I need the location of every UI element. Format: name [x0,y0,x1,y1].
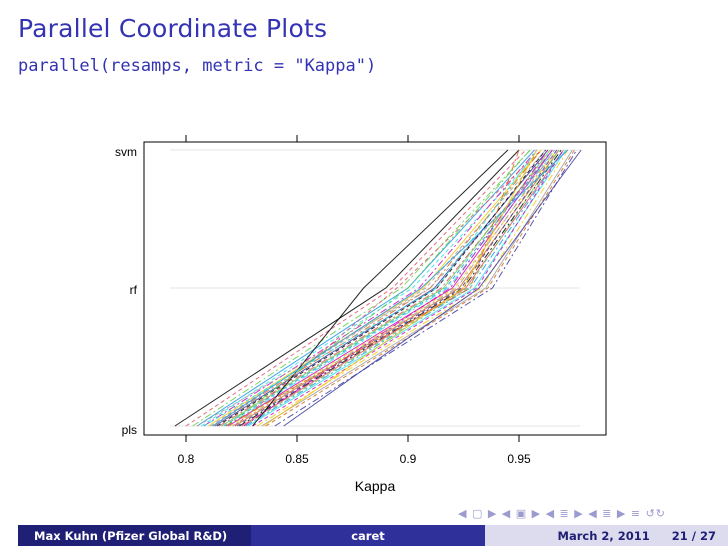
x-tick-label-0.85: 0.85 [285,452,309,466]
series-line-17 [230,149,558,427]
parallel-coordinate-chart: pls rf svm 0.8 0.85 0.9 0.95 Kappa [115,135,607,494]
series-line-37 [263,149,538,427]
series-line-19 [234,149,560,427]
series-line-9 [212,149,542,427]
code-line: parallel(resamps, metric = "Kappa") [18,56,377,76]
y-tick-label-rf: rf [130,283,138,297]
series-line-13 [221,149,551,427]
series-line-2 [185,149,527,427]
footer-date-block: March 2, 2011 21 / 27 [485,525,728,546]
footer-page-number: 21 / 27 [671,528,716,543]
series-line-39 [225,149,520,427]
series-line-1 [174,149,520,427]
series-line-32 [234,149,542,427]
series-line-23 [243,149,560,427]
series-line-26 [252,149,564,427]
series-line-25 [247,149,567,427]
series-line-40 [283,149,582,427]
footer-date: March 2, 2011 [557,528,650,543]
series-line-18 [232,149,555,427]
series-line-30 [274,149,578,427]
series-line-22 [241,149,564,427]
slide-title: Parallel Coordinate Plots [18,14,328,43]
plot-frame [143,141,607,436]
series-line-3 [192,149,531,427]
slide-footer: Max Kuhn (Pfizer Global R&D) caret March… [18,525,728,546]
series-line-7 [207,149,542,427]
series-line-29 [265,149,575,427]
y-tick-label-pls: pls [122,423,137,437]
series-layer [174,149,582,427]
tick-layer [185,135,520,442]
series-line-34 [212,149,569,427]
y-tick-label-svm: svm [115,145,137,159]
series-line-11 [216,149,546,427]
series-line-33 [225,149,531,427]
beamer-navigation-icons[interactable]: ◀ ▢ ▶ ◀ ▣ ▶ ◀ ≣ ▶ ◀ ≣ ▶ ≡ ↺↻ [458,507,667,520]
grid-layer [170,149,580,427]
series-line-20 [236,149,558,427]
series-line-36 [243,149,549,427]
x-tick-label-0.95: 0.95 [507,452,531,466]
series-line-14 [223,149,553,427]
series-line-27 [256,149,569,427]
x-tick-label-0.9: 0.9 [400,452,417,466]
x-tick-label-0.8: 0.8 [178,452,195,466]
series-line-5 [201,149,542,427]
series-line-6 [203,149,538,427]
x-axis-label: Kappa [355,478,396,494]
footer-project: caret [251,525,485,546]
series-line-28 [261,149,573,427]
footer-author: Max Kuhn (Pfizer Global R&D) [18,525,251,546]
